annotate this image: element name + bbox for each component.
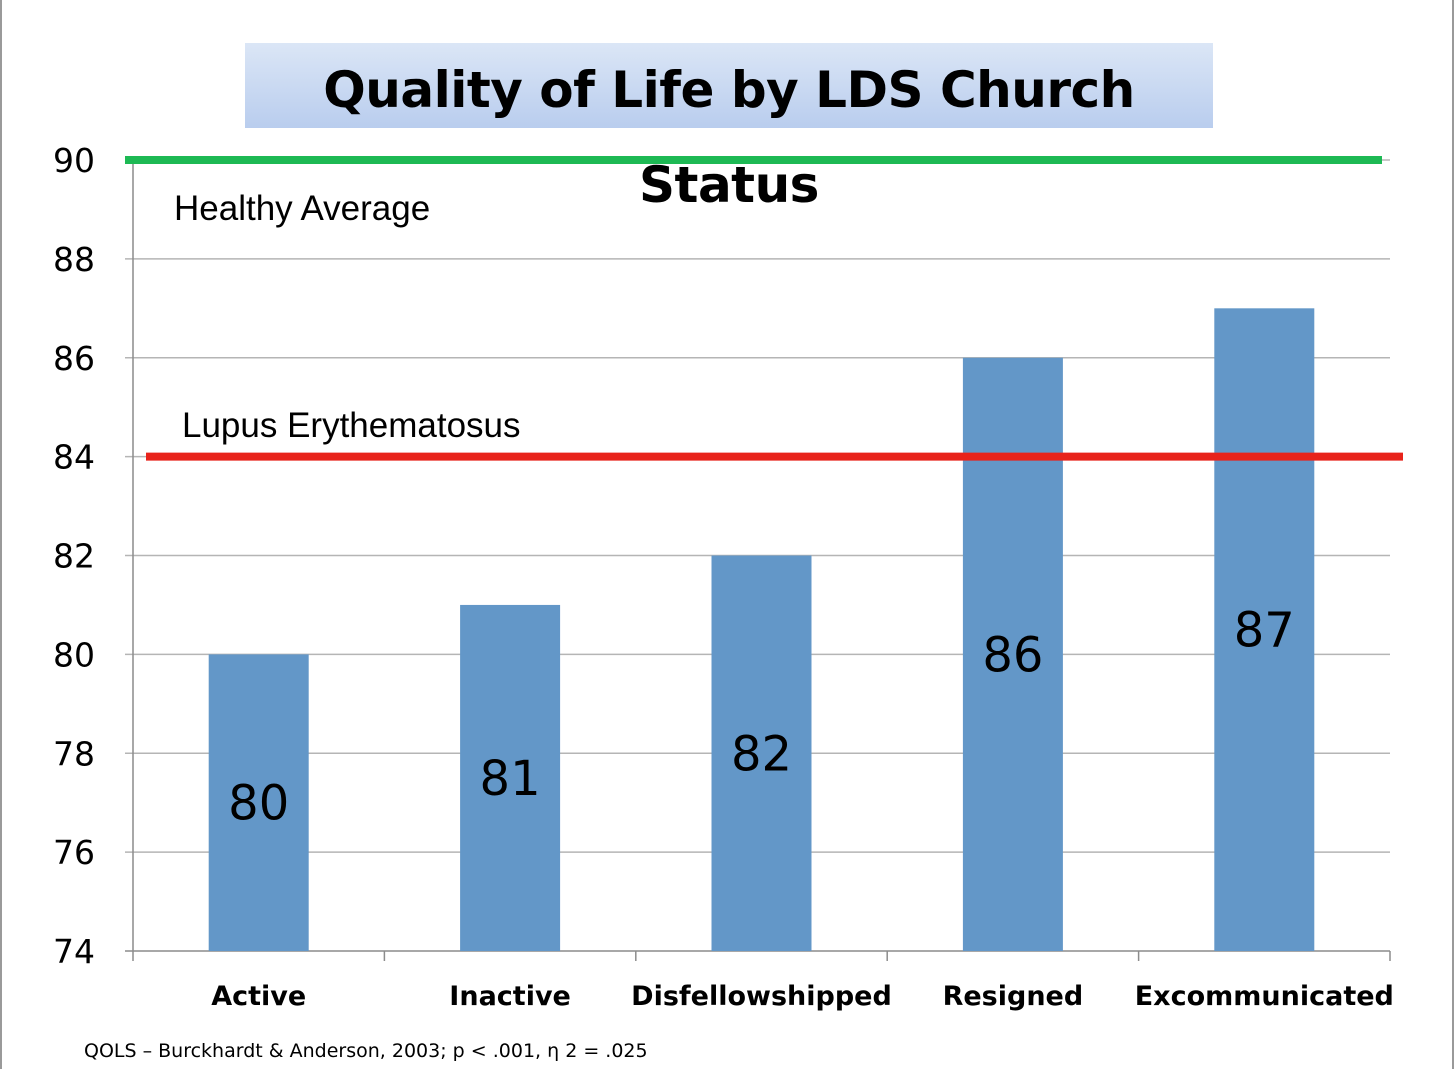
y-tick-label: 84 [53,438,95,477]
y-tick-label: 82 [53,537,95,576]
category-label: Disfellowshipped [631,981,892,1012]
category-label: Resigned [943,981,1084,1012]
value-label: 81 [480,751,541,807]
category-label: Active [211,981,306,1012]
y-tick-label: 76 [53,833,95,872]
y-tick-label: 78 [53,734,95,773]
lupus-label: Lupus Erythematosus [182,406,521,445]
category-label: Inactive [449,981,571,1012]
bar [711,555,812,951]
category-label: Excommunicated [1135,981,1394,1012]
y-tick-label: 90 [53,141,95,180]
title-banner: Quality of Life by LDS Church Status [245,43,1213,214]
value-label: 87 [1234,603,1295,659]
value-label: 86 [982,627,1043,683]
bar [460,604,561,951]
bar [1214,308,1315,951]
y-tick-label: 88 [53,240,95,279]
healthy-average-label: Healthy Average [174,189,430,228]
bar [208,654,309,951]
source-note: QOLS – Burckhardt & Anderson, 2003; p < … [84,1040,648,1062]
y-tick-label: 86 [53,339,95,378]
y-tick-label: 80 [53,635,95,674]
value-label: 82 [731,726,792,782]
y-tick-label: 74 [53,932,95,971]
value-label: 80 [228,776,289,832]
chart-title: Quality of Life by LDS Church Status [323,61,1135,214]
